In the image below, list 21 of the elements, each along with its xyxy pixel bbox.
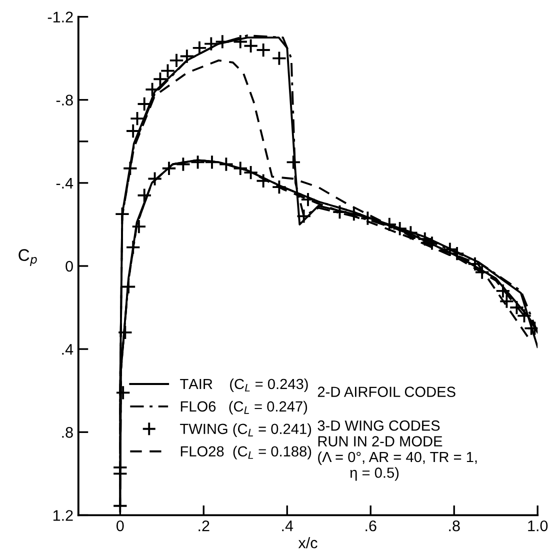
- y-tick-label: -1.2: [48, 12, 73, 22]
- y-tick-label: .8: [62, 427, 73, 438]
- x-tick-label: .2: [198, 520, 210, 532]
- y-tick-label: -.4: [56, 178, 74, 188]
- x-tick-label: .8: [449, 520, 460, 532]
- annotation: 3-D WING CODES RUN IN 2-D MODE (Λ = 0°, AR = 40, TR = 1, η = 0.5): [318, 420, 477, 481]
- x-tick-label: .6: [366, 520, 376, 532]
- y-tick-label: 0: [66, 260, 73, 272]
- x-tick-label: 0: [116, 520, 124, 532]
- y-tick-label: 1.2: [53, 510, 73, 521]
- y-tick-label: .4: [62, 344, 74, 355]
- x-tick-label: 1.0: [528, 520, 548, 532]
- x-axis-title: x/c: [298, 537, 318, 548]
- y-tick-label: -.8: [56, 94, 73, 106]
- legend-label: FLO28 (C$_{L}$ = 0.188): [180, 446, 312, 460]
- x-tick-label: .4: [282, 520, 294, 532]
- y-axis-title: C$_{p}$: [18, 249, 37, 266]
- legend-label: TAIR (C$_{L}$ = 0.243): [180, 378, 308, 392]
- legend-label: TWING (C$_{L}$ = 0.241): [180, 423, 312, 437]
- annotation: 2-D AIRFOIL CODES: [318, 386, 456, 398]
- legend-label: FLO6 (C$_{L}$ = 0.247): [180, 400, 308, 414]
